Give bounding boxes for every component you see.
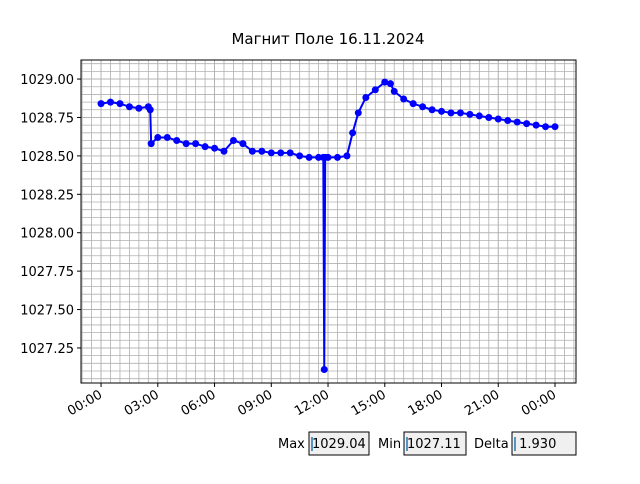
data-point: [485, 113, 493, 121]
data-point: [211, 144, 219, 152]
plot-frame: [80, 59, 577, 384]
data-point: [116, 100, 124, 108]
data-point: [390, 87, 398, 95]
data-point: [428, 106, 436, 114]
text-box-value: 1029.04: [312, 437, 366, 452]
x-tick-label: 18:00: [406, 387, 446, 419]
data-point: [409, 100, 417, 108]
data-point: [419, 103, 427, 111]
x-tick-label: 21:00: [462, 387, 502, 419]
data-point: [447, 109, 455, 117]
x-tick-label: 03:00: [122, 387, 162, 419]
y-tick-label: 1027.25: [20, 342, 74, 357]
data-point: [386, 80, 394, 88]
data-point: [296, 152, 304, 160]
x-tick-label: 00:00: [519, 387, 559, 419]
y-tick-label: 1027.50: [20, 304, 74, 319]
data-point: [400, 95, 408, 103]
widget-label: Delta: [474, 437, 509, 452]
data-point: [333, 153, 341, 161]
data-point: [220, 147, 228, 155]
data-point: [371, 86, 379, 94]
text-box[interactable]: [403, 431, 467, 456]
chart-title: Магнит Поле 16.11.2024: [231, 30, 424, 48]
data-point: [147, 140, 155, 148]
data-point: [277, 149, 285, 157]
data-point: [154, 133, 162, 141]
x-tick-label: 06:00: [179, 387, 219, 419]
data-point: [466, 110, 474, 118]
data-point: [97, 100, 105, 108]
data-point: [551, 123, 559, 131]
text-box[interactable]: [308, 431, 370, 456]
data-point: [324, 153, 332, 161]
y-tick-label: 1028.25: [20, 188, 74, 203]
widget-label: Min: [378, 437, 401, 452]
data-point: [381, 78, 389, 86]
y-tick-label: 1029.00: [20, 73, 74, 88]
data-point: [456, 109, 464, 117]
data-point: [107, 98, 115, 106]
data-point: [146, 106, 154, 114]
data-point: [163, 133, 171, 141]
data-point: [258, 147, 266, 155]
y-tick-label: 1028.00: [20, 227, 74, 242]
data-point: [532, 121, 540, 129]
data-point: [354, 109, 362, 117]
data-point: [267, 149, 275, 157]
data-point: [343, 152, 351, 160]
data-point: [248, 147, 256, 155]
data-point: [286, 149, 294, 157]
data-point: [173, 137, 181, 145]
data-point: [135, 104, 143, 112]
data-point: [542, 123, 550, 131]
data-point: [513, 118, 521, 126]
y-tick-label: 1027.75: [20, 265, 74, 280]
data-point: [475, 112, 483, 120]
x-tick-label: 15:00: [349, 387, 389, 419]
data-point: [305, 153, 313, 161]
data-point: [125, 103, 133, 111]
data-point: [239, 140, 247, 148]
x-tick-label: 12:00: [292, 387, 332, 419]
data-point: [229, 137, 237, 145]
text-box[interactable]: [511, 431, 577, 456]
text-box-value: 1.930: [515, 437, 556, 452]
data-point: [320, 365, 328, 373]
x-tick-label: 09:00: [235, 387, 275, 419]
text-box-value: 1027.11: [407, 437, 461, 452]
data-point: [438, 107, 446, 115]
y-tick-label: 1028.75: [20, 111, 74, 126]
data-point: [349, 129, 357, 137]
widget-label: Max: [278, 437, 305, 452]
data-point: [504, 117, 512, 125]
x-tick-label: 00:00: [65, 387, 105, 419]
data-point: [362, 93, 370, 101]
data-point: [523, 120, 531, 128]
data-point: [182, 140, 190, 148]
data-point: [192, 140, 200, 148]
data-point: [494, 115, 502, 123]
data-point: [201, 143, 209, 151]
y-tick-label: 1028.50: [20, 150, 74, 165]
